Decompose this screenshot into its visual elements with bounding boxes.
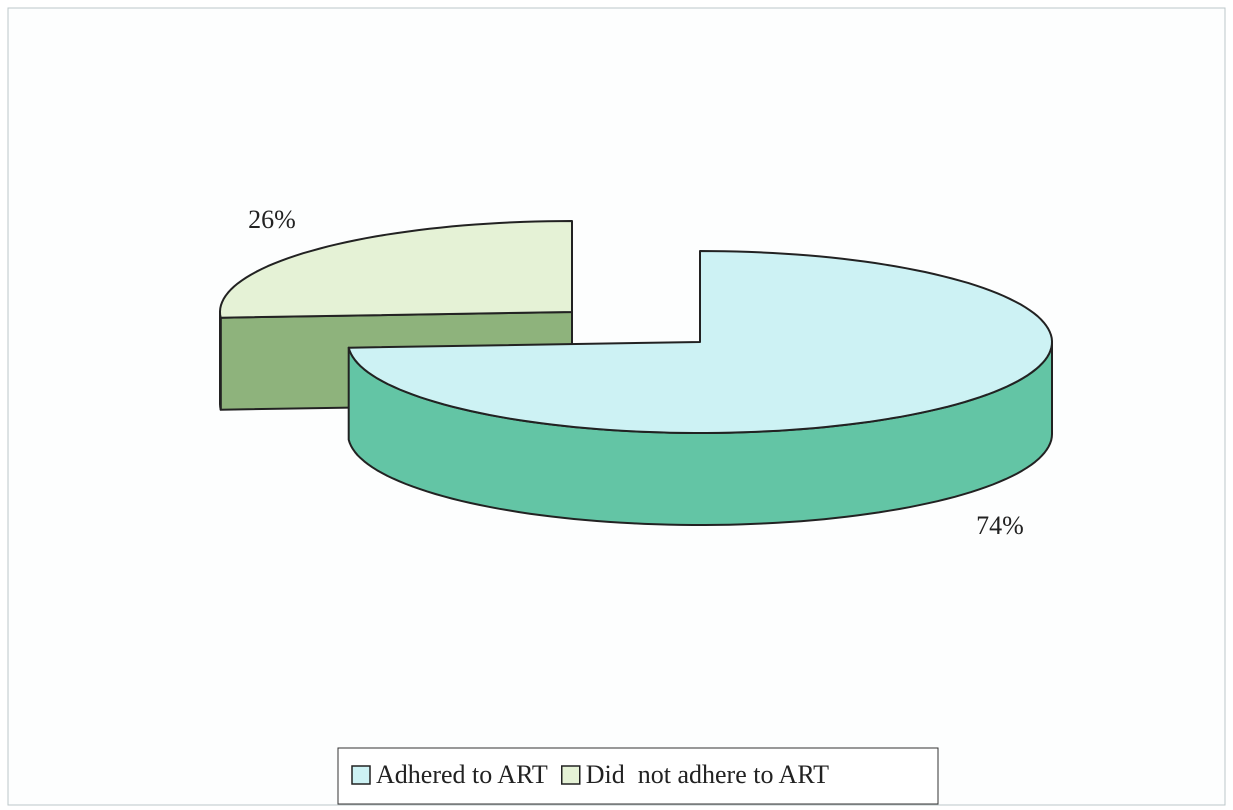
data-label: 26% — [248, 205, 296, 234]
data-label: 74% — [976, 511, 1024, 540]
pie: 26% 74% — [219, 205, 1053, 540]
legend-box — [337, 747, 939, 805]
slice — [219, 220, 573, 319]
slice-side — [219, 311, 222, 411]
slice — [347, 250, 1053, 434]
legend: Adhered to ART Did not adhere to ART — [351, 760, 829, 789]
legend-label: Did not adhere to ART — [586, 760, 829, 789]
legend-label: Adhered to ART — [376, 760, 548, 789]
legend-swatch — [351, 765, 371, 785]
legend-swatch — [561, 765, 581, 785]
